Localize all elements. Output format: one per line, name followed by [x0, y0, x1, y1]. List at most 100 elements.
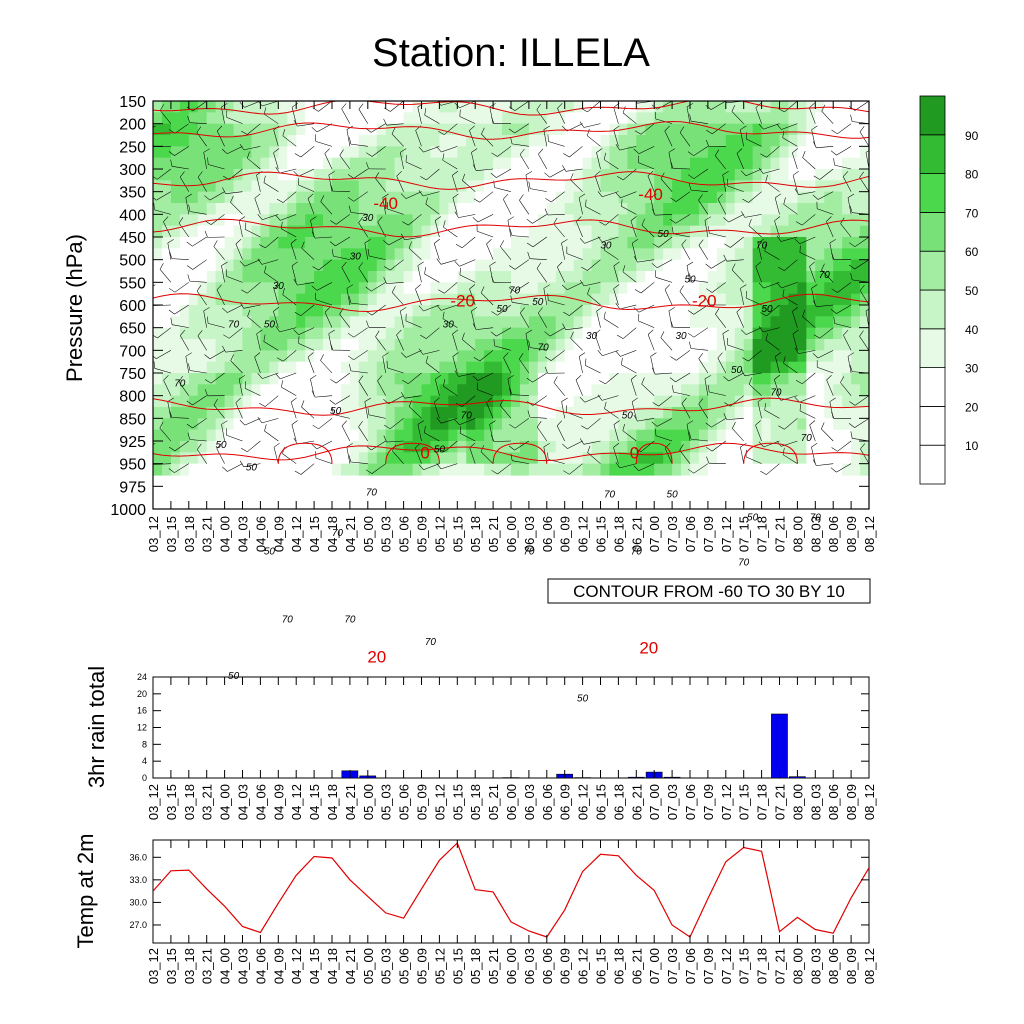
rh-shade-cell [340, 191, 351, 204]
rh-shade-cell [609, 248, 619, 261]
rh-shade-cell [833, 407, 843, 419]
rh-shade-cell [502, 463, 512, 476]
rh-shade-cell [466, 373, 476, 385]
rh-shade-cell [161, 237, 172, 249]
wind-barb-flag [221, 420, 228, 425]
rh-shade-cell [681, 463, 691, 476]
rh-shade-cell [179, 350, 190, 363]
rh-shade-cell [251, 191, 261, 204]
rh-shade-cell [707, 271, 718, 283]
rh-shade-cell [537, 361, 548, 374]
rh-shade-cell [824, 214, 834, 227]
rh-shade-cell [591, 418, 602, 431]
rh-shade-cell [725, 237, 736, 249]
rh-shade-cell [224, 214, 235, 227]
rh-shade-cell [502, 282, 512, 295]
wind-barb-flag [501, 82, 505, 88]
wind-barb [783, 362, 798, 374]
rh-shade-cell [224, 463, 235, 476]
wind-barb [679, 132, 691, 147]
rh-shade-cell [358, 316, 369, 329]
wind-barb [153, 281, 154, 283]
wind-barb-flag [561, 239, 568, 244]
rh-shade-cell [591, 350, 602, 363]
wind-barb [208, 164, 225, 170]
rh-shade-cell [842, 373, 852, 385]
rh-shade-cell [618, 282, 628, 295]
wind-barb [433, 243, 440, 260]
rh-shade-cell [484, 316, 494, 329]
rh-shade-cell [242, 191, 253, 204]
rh-shade-cell [206, 339, 217, 351]
rh-shade-cell [197, 327, 208, 340]
rh-shade-cell [609, 407, 619, 419]
wind-barb [459, 433, 476, 442]
rh-shade-cell [502, 418, 512, 431]
x-tick-label: 05_21 [486, 948, 501, 984]
rh-shade-cell [430, 180, 440, 193]
wind-barb-flag [812, 141, 817, 148]
wind-barb-flag [178, 217, 184, 224]
wind-barb [792, 333, 798, 351]
rh-shade-cell [161, 327, 172, 340]
rh-shade-cell [305, 146, 315, 159]
rh-shade-cell [323, 180, 333, 193]
wind-barb [748, 383, 762, 396]
rh-shade-cell [457, 316, 467, 329]
rh-shade-cell [707, 384, 718, 397]
rh-shade-cell [323, 361, 333, 374]
rh-shade-cell [323, 350, 333, 363]
wind-barb-flag [235, 397, 241, 403]
rh-shade-cell [484, 350, 494, 363]
rh-shade-cell [179, 452, 190, 465]
rh-shade-cell [421, 157, 432, 170]
rh-shade-cell [734, 463, 745, 476]
wind-barb-flag [597, 394, 603, 401]
rh-shade-cell [403, 248, 414, 261]
wind-barb [840, 223, 852, 238]
rh-shade-cell [797, 373, 807, 385]
wind-barb [731, 111, 744, 124]
isotherm-label: -40 [638, 185, 663, 204]
rh-shade-cell [851, 225, 861, 238]
rh-shade-cell [636, 169, 646, 181]
rh-shade-cell [188, 282, 199, 295]
rh-shade-cell [403, 214, 414, 227]
wind-barb [174, 146, 189, 156]
wind-barb [583, 440, 601, 445]
rh-shade-cell [743, 429, 754, 442]
rh-shade-cell [170, 169, 181, 181]
rh-shade-cell [752, 429, 763, 442]
rh-shade-cell [403, 203, 414, 215]
rh-shade-cell [296, 271, 306, 283]
rh-shade-cell [636, 384, 646, 397]
rh-shade-cell [698, 441, 709, 453]
rh-shade-cell [421, 407, 432, 419]
temperature-panel: 27.030.033.036.0 03_12 03_15 03_18 03_21 04_… [73, 834, 877, 985]
rh-shade-cell [502, 395, 512, 408]
rh-shade-cell [716, 429, 727, 442]
wind-barb [854, 259, 869, 270]
rh-contour-label: 50 [667, 490, 679, 501]
rh-shade-cell [824, 395, 834, 408]
rh-shade-cell [698, 418, 709, 431]
wind-barb [638, 162, 655, 170]
rh-shade-cell [654, 225, 664, 238]
rh-shade-cell [725, 463, 736, 476]
x-tick-label: 03_21 [200, 948, 215, 984]
rh-shade-cell [233, 441, 244, 453]
wind-barb [711, 259, 726, 269]
wind-barb [641, 383, 655, 396]
rh-shade-cell [394, 452, 405, 465]
rh-shade-cell [752, 157, 763, 170]
rh-shade-cell [770, 157, 781, 170]
wind-barb-flag [168, 288, 176, 293]
rh-shade-cell [179, 135, 190, 147]
rain-plot-frame [152, 676, 870, 779]
rh-shade-cell [153, 441, 163, 453]
rh-shade-cell [663, 123, 673, 136]
wind-barb [704, 378, 709, 396]
rh-shade-cell [493, 293, 503, 306]
wind-barb [763, 123, 780, 130]
rh-shade-cell [672, 463, 682, 476]
